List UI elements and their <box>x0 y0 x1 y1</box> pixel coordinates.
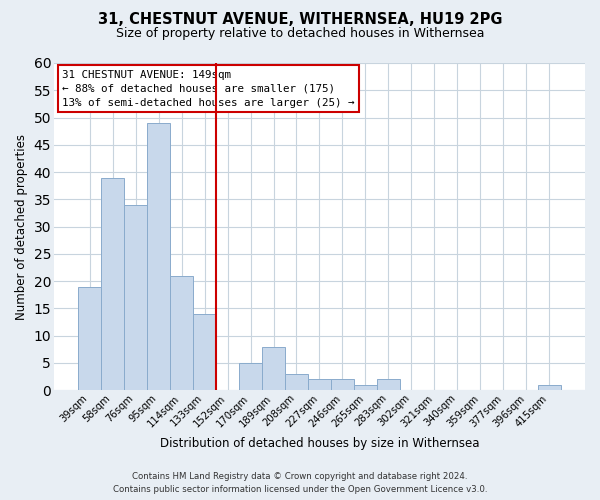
Bar <box>538 385 561 390</box>
Bar <box>147 123 170 390</box>
Bar <box>239 363 262 390</box>
X-axis label: Distribution of detached houses by size in Withernsea: Distribution of detached houses by size … <box>160 437 479 450</box>
Text: 31, CHESTNUT AVENUE, WITHERNSEA, HU19 2PG: 31, CHESTNUT AVENUE, WITHERNSEA, HU19 2P… <box>98 12 502 28</box>
Bar <box>124 205 147 390</box>
Bar <box>285 374 308 390</box>
Bar <box>193 314 216 390</box>
Bar <box>101 178 124 390</box>
Bar <box>331 380 354 390</box>
Text: Contains HM Land Registry data © Crown copyright and database right 2024.
Contai: Contains HM Land Registry data © Crown c… <box>113 472 487 494</box>
Bar <box>262 346 285 391</box>
Y-axis label: Number of detached properties: Number of detached properties <box>15 134 28 320</box>
Bar <box>308 380 331 390</box>
Bar <box>377 380 400 390</box>
Text: Size of property relative to detached houses in Withernsea: Size of property relative to detached ho… <box>116 28 484 40</box>
Text: 31 CHESTNUT AVENUE: 149sqm
← 88% of detached houses are smaller (175)
13% of sem: 31 CHESTNUT AVENUE: 149sqm ← 88% of deta… <box>62 70 355 108</box>
Bar <box>354 385 377 390</box>
Bar <box>78 286 101 391</box>
Bar <box>170 276 193 390</box>
